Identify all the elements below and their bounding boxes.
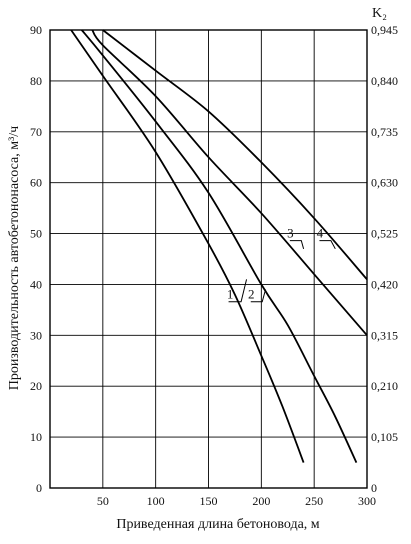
curve-3 <box>91 29 368 336</box>
curve-label: 3 <box>287 226 294 241</box>
x-tick-label: 250 <box>305 494 323 508</box>
y2-tick-label: 0,525 <box>371 227 398 241</box>
y-tick-label: 20 <box>30 379 42 393</box>
y2-tick-label: 0,945 <box>371 23 398 37</box>
curves <box>70 29 368 463</box>
y-tick-label: 80 <box>30 74 42 88</box>
y-tick-label: 50 <box>30 227 42 241</box>
curve-label-leader <box>319 240 336 250</box>
y-axis-label: Производительность автобетононасоса, м³/… <box>7 126 22 390</box>
y-tick-label: 30 <box>30 328 42 342</box>
y2-tick-label: 0,630 <box>371 176 398 190</box>
y2-tick-label: 0,735 <box>371 125 398 139</box>
x-tick-label: 300 <box>358 494 376 508</box>
y2-tick-label: 0,840 <box>371 74 398 88</box>
y-tick-label: 10 <box>30 430 42 444</box>
curve-2 <box>81 29 358 463</box>
curve-label: 1 <box>227 287 234 302</box>
curve-label: 2 <box>248 287 255 302</box>
curve-label-leader <box>289 240 305 249</box>
curve-labels: 1 2 3 4 <box>227 226 336 303</box>
x-tick-label: 100 <box>147 494 165 508</box>
curve-4 <box>102 29 368 280</box>
y2-tick-label: 0,210 <box>371 379 398 393</box>
y-tick-label: 90 <box>30 23 42 37</box>
y-tick-label: 40 <box>30 277 42 291</box>
curve-1 <box>70 29 305 463</box>
y2-tick-label: 0,105 <box>371 430 398 444</box>
y2-tick-label: 0,315 <box>371 328 398 342</box>
y-tick-label: 70 <box>30 125 42 139</box>
x-tick-label: 200 <box>252 494 270 508</box>
y2-tick-label: 0 <box>371 481 377 495</box>
curve-label: 4 <box>317 226 324 241</box>
x-tick-label: 50 <box>97 494 109 508</box>
y2-axis-label: K₂ <box>372 6 387 21</box>
grid <box>49 29 368 489</box>
curve-label-leader <box>228 279 248 303</box>
tick-labels: 0 0 10 0,105 20 0,210 30 0,315 40 0,420 50 0,525 60 0… <box>30 23 398 508</box>
y-tick-label: 0 <box>36 481 42 495</box>
x-tick-label: 150 <box>200 494 218 508</box>
y2-tick-label: 0,420 <box>371 277 398 291</box>
curve-label-leader <box>250 289 267 303</box>
y-tick-label: 60 <box>30 176 42 190</box>
x-axis-label: Приведенная длина бетоновода, м <box>116 517 319 532</box>
